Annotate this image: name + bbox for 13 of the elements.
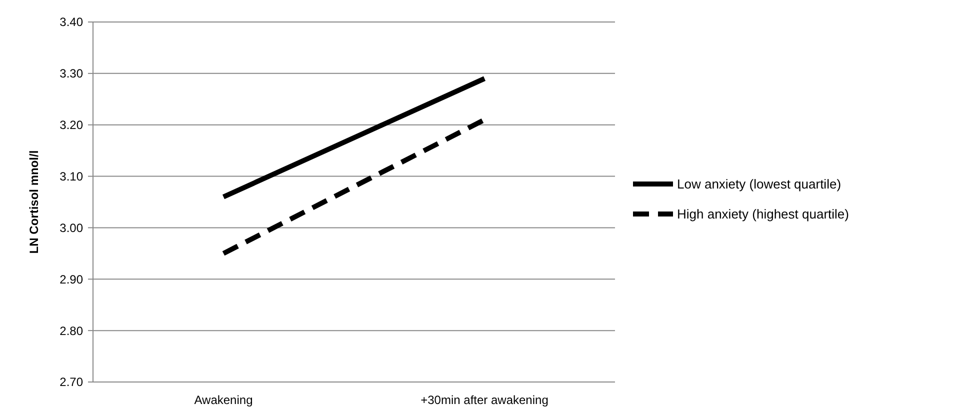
legend-label: Low anxiety (lowest quartile)	[677, 176, 842, 192]
legend-label: High anxiety (highest quartile)	[677, 206, 849, 222]
y-tick-label: 3.00	[60, 220, 84, 235]
y-tick-label: 3.40	[60, 15, 84, 30]
y-tick-label: 2.90	[60, 272, 84, 286]
y-tick-label: 3.30	[60, 66, 84, 81]
y-tick-label: 3.20	[60, 118, 84, 132]
y-tick-label: 2.70	[60, 375, 84, 390]
x-tick-label: +30min after awakening	[420, 393, 548, 407]
y-axis-title: LN Cortisol mnol/l	[27, 150, 41, 254]
y-tick-label: 3.10	[60, 169, 84, 184]
y-tick-label: 2.80	[60, 324, 84, 338]
x-tick-label: Awakening	[194, 393, 253, 407]
